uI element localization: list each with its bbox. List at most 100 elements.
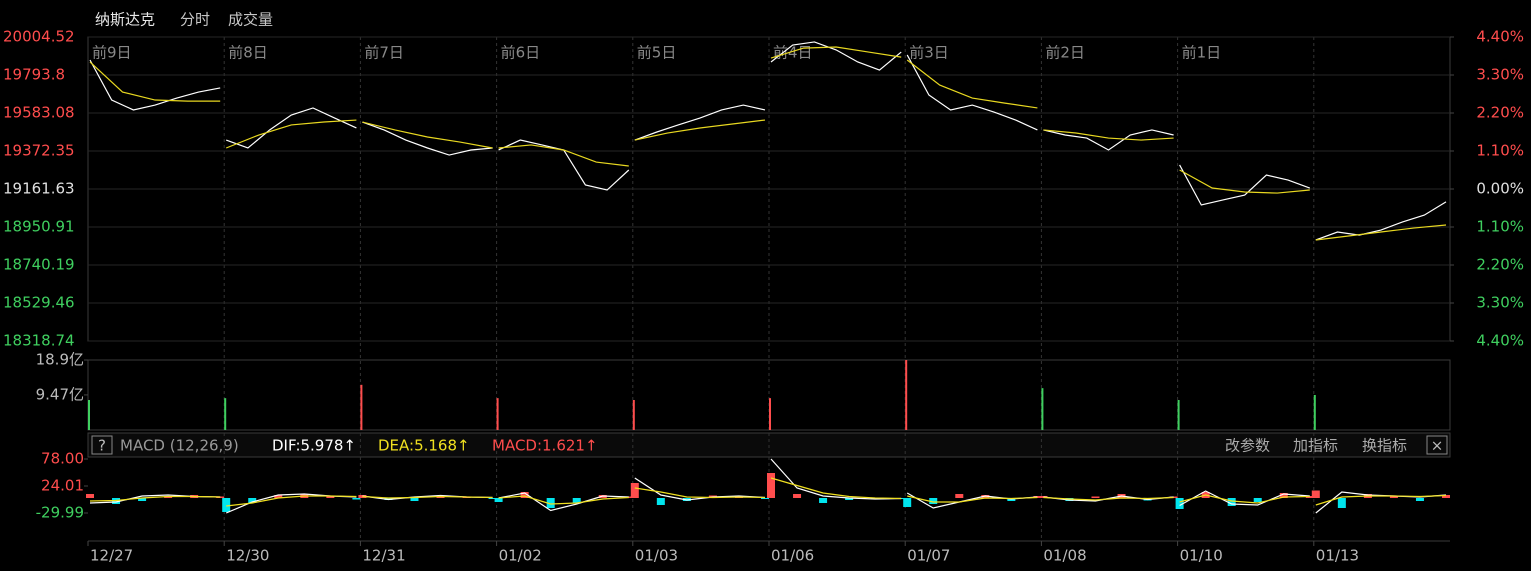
- y2-tick-label: 4.40%: [1476, 28, 1524, 46]
- macd-bar: [248, 498, 257, 503]
- price-line: [770, 41, 902, 71]
- dif-line: [634, 477, 766, 501]
- y2-tick-label: 3.30%: [1476, 66, 1524, 84]
- macd-bar: [1389, 496, 1398, 498]
- indicator-readout: MACD:1.621↑: [492, 437, 598, 455]
- indicator-readout: DEA:5.168↑: [378, 437, 470, 455]
- tab[interactable]: 分时: [180, 11, 210, 29]
- day-label: 前8日: [228, 44, 268, 62]
- y-tick-label: 19161.63: [3, 180, 75, 198]
- y-tick-label: 20004.52: [3, 28, 75, 46]
- dea-line: [89, 495, 221, 502]
- volume-bar: [1313, 395, 1316, 430]
- dea-line: [634, 487, 766, 499]
- macd-bar: [793, 494, 802, 498]
- y2-tick-label: 2.20%: [1476, 104, 1524, 122]
- y-tick-label: 18740.19: [3, 255, 75, 273]
- day-label: 前2日: [1045, 44, 1085, 62]
- x-tick-label: 12/27: [90, 547, 133, 565]
- indicator-readout: DIF:5.978↑: [272, 437, 356, 455]
- volume-bar: [496, 398, 499, 430]
- price-line: [1043, 129, 1174, 151]
- average-line: [362, 121, 493, 149]
- y-tick-label: 18318.74: [3, 332, 75, 350]
- macd-bar: [767, 473, 775, 498]
- tab[interactable]: 成交量: [228, 11, 273, 29]
- dif-line: [1179, 490, 1310, 507]
- dea-line: [226, 495, 357, 507]
- day-label: 前3日: [909, 44, 949, 62]
- macd-bar: [656, 498, 665, 505]
- macd-bar: [1279, 493, 1288, 498]
- close-box[interactable]: [1426, 435, 1448, 455]
- y-tick-label: 19793.8: [3, 65, 65, 83]
- button[interactable]: 换指标: [1362, 437, 1407, 455]
- day-label: 前9日: [92, 44, 132, 62]
- macd-bar: [903, 498, 912, 507]
- volume-bar: [224, 398, 227, 430]
- day-label: 前6日: [501, 44, 541, 62]
- average-line: [1315, 224, 1447, 241]
- day-label: 前1日: [1182, 44, 1222, 62]
- macd-bar: [222, 498, 231, 512]
- x-tick-label: 01/02: [499, 547, 542, 565]
- x-tick-label: 01/13: [1316, 547, 1359, 565]
- indicator-name: MACD (12,26,9): [120, 437, 239, 455]
- button[interactable]: 改参数: [1225, 437, 1270, 455]
- y-tick-label: 18950.91: [3, 217, 75, 235]
- dea-line: [498, 495, 629, 505]
- x-tick-label: 01/06: [771, 547, 814, 565]
- volume-bar: [905, 360, 908, 430]
- x-tick-label: 12/30: [226, 547, 269, 565]
- dea-line: [1179, 494, 1310, 504]
- macd-bar: [216, 496, 225, 498]
- average-line: [770, 46, 902, 59]
- volume-bar: [632, 400, 635, 430]
- average-line: [1043, 129, 1174, 141]
- dea-line: [770, 477, 902, 500]
- macd-bar: [1415, 498, 1424, 501]
- close-button[interactable]: ×: [1431, 437, 1444, 455]
- macd-bar: [1337, 498, 1346, 508]
- macd-bar: [845, 498, 854, 500]
- volume-bar: [88, 400, 90, 430]
- macd-bar: [819, 498, 828, 503]
- average-line: [225, 119, 357, 149]
- y2-tick-label: 1.10%: [1476, 142, 1524, 160]
- price-line: [225, 107, 357, 149]
- average-line: [634, 119, 766, 141]
- average-line: [1179, 169, 1310, 194]
- price-line: [362, 121, 493, 156]
- macd-bar: [410, 498, 419, 501]
- y-tick-label: -29.99: [36, 503, 84, 521]
- volume-bar: [769, 398, 771, 430]
- macd-bar: [1253, 498, 1262, 502]
- macd-bar: [520, 492, 529, 498]
- y-tick-label: 19583.08: [3, 103, 75, 121]
- day-label: 前7日: [364, 44, 404, 62]
- macd-bar: [352, 498, 361, 500]
- y2-tick-label: 0.00%: [1476, 180, 1524, 198]
- y2-tick-label: 4.40%: [1476, 332, 1524, 350]
- tab[interactable]: 纳斯达克: [95, 11, 155, 29]
- macd-bar: [1175, 498, 1184, 509]
- dea-line: [1043, 496, 1174, 501]
- y-tick-label: 19372.35: [3, 142, 75, 160]
- macd-bar: [86, 494, 94, 498]
- price-line: [1179, 164, 1311, 206]
- macd-bar: [1442, 495, 1450, 498]
- average-line: [89, 61, 221, 102]
- help-box[interactable]: [91, 435, 113, 455]
- dea-line: [1315, 494, 1447, 506]
- macd-bar: [1311, 490, 1320, 498]
- volume-bar: [1177, 400, 1180, 430]
- price-line: [906, 54, 1038, 131]
- help-button[interactable]: ?: [98, 437, 106, 455]
- volume-bar: [360, 384, 363, 430]
- macd-bar: [761, 498, 769, 499]
- macd-bar: [572, 498, 581, 503]
- button[interactable]: 加指标: [1293, 437, 1338, 455]
